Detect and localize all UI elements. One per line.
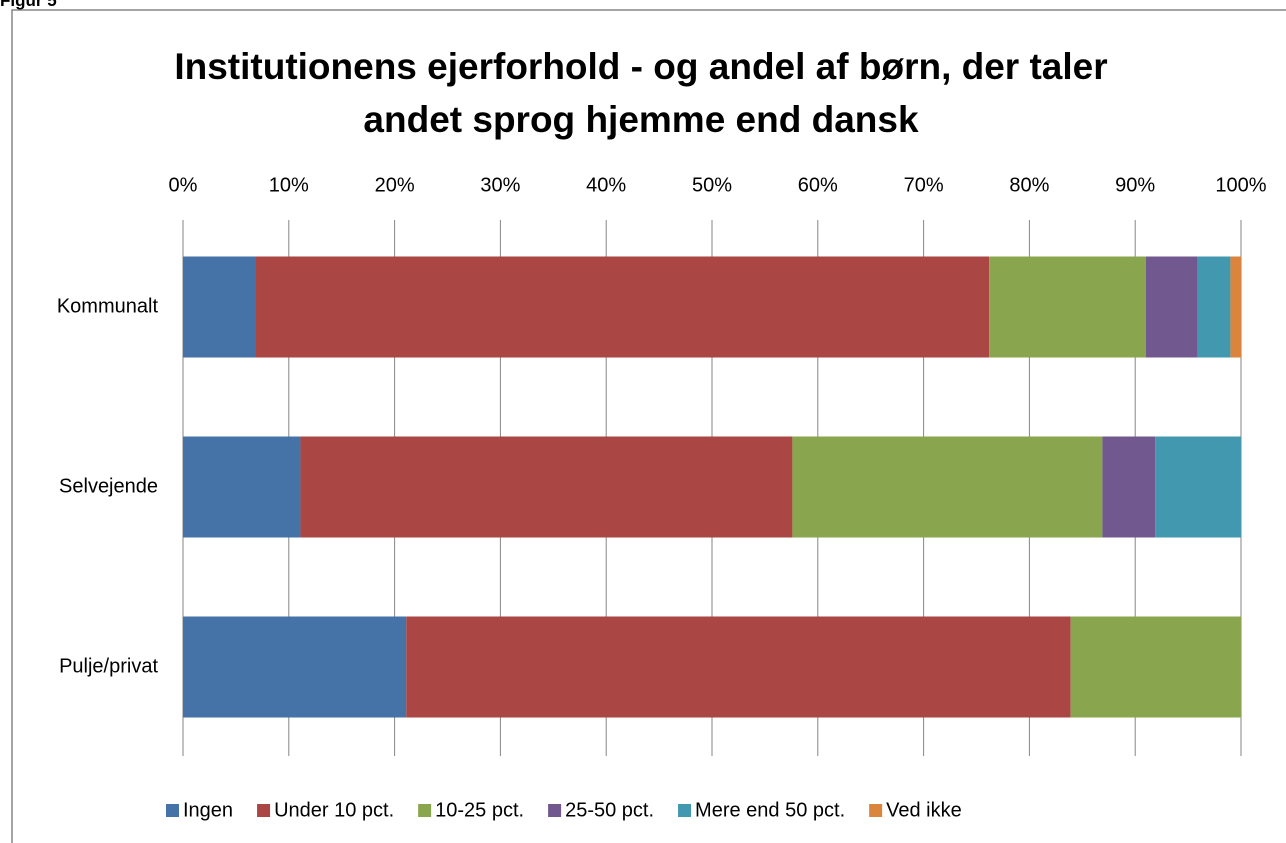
x-tick-label: 90% (1115, 174, 1155, 196)
x-tick-label: 70% (904, 174, 944, 196)
x-tick-label: 60% (798, 174, 838, 196)
x-tick-label: 50% (692, 174, 732, 196)
legend-swatch (257, 804, 271, 817)
bar-segment (1155, 436, 1241, 538)
x-tick-label: 80% (1009, 174, 1049, 196)
x-tick-label: 40% (586, 174, 626, 196)
legend-swatch (869, 804, 883, 817)
legend-swatch (166, 804, 179, 817)
bar-segment (1145, 256, 1198, 358)
bar-segment (183, 436, 301, 538)
legend-swatch (418, 804, 432, 817)
bar-segment (1070, 616, 1241, 718)
figure-label: Figur 5 (0, 0, 57, 10)
bar-segment (1102, 436, 1156, 538)
bar-segment (1197, 256, 1231, 358)
chart-title: Institutionens ejerforhold - og andel af… (174, 46, 1108, 140)
legend-swatch (678, 804, 692, 817)
bar-segment (406, 616, 1071, 718)
legend-label: Mere end 50 pct. (695, 799, 845, 821)
legend-label: 10-25 pct. (435, 799, 524, 821)
y-tick-label: Selvejende (59, 475, 158, 497)
y-tick-label: Pulje/privat (59, 655, 158, 677)
x-tick-label: 10% (269, 174, 309, 196)
bar-segment (792, 436, 1103, 538)
x-tick-label: 0% (169, 174, 198, 196)
legend-label: Under 10 pct. (274, 799, 394, 821)
bar-segment (1230, 256, 1241, 358)
legend-swatch (548, 804, 562, 817)
bar-segment (183, 256, 257, 358)
legend-label: Ved ikke (886, 799, 962, 821)
chart-border (11, 9, 1286, 843)
bar-segment (183, 616, 407, 718)
legend-label: Ingen (183, 799, 233, 821)
y-tick-label: Kommunalt (57, 295, 159, 317)
bar-segment (989, 256, 1146, 358)
bar-segment (256, 256, 990, 358)
x-tick-label: 30% (480, 174, 520, 196)
x-tick-label: 20% (375, 174, 415, 196)
x-tick-label: 100% (1215, 174, 1266, 196)
bar-segment (300, 436, 793, 538)
legend-label: 25-50 pct. (565, 799, 654, 821)
